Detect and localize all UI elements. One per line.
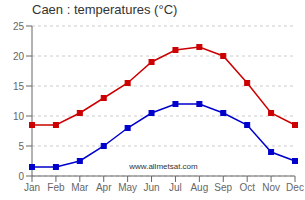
svg-text:Sep: Sep [214,182,232,193]
html-text:www.allmetsat.com: www.allmetsat.com [129,162,198,171]
svg-text:Jul: Jul [169,182,182,193]
svg-text:5: 5 [18,141,24,152]
svg-text:25: 25 [13,21,25,32]
svg-text:10: 10 [13,111,25,122]
html-text:Caen : temperatures (°C): Caen : temperatures (°C) [32,2,178,17]
svg-text:Jun: Jun [143,182,159,193]
svg-text:20: 20 [13,51,25,62]
svg-text:15: 15 [13,81,25,92]
svg-text:Mar: Mar [71,182,89,193]
svg-text:Jan: Jan [24,182,40,193]
svg-text:Nov: Nov [262,182,280,193]
svg-text:Feb: Feb [47,182,65,193]
svg-text:Aug: Aug [190,182,208,193]
svg-text:Oct: Oct [239,182,255,193]
svg-text:Dec: Dec [286,182,297,193]
svg-text:0: 0 [18,171,24,182]
svg-text:May: May [118,182,137,193]
svg-text:Apr: Apr [96,182,112,193]
